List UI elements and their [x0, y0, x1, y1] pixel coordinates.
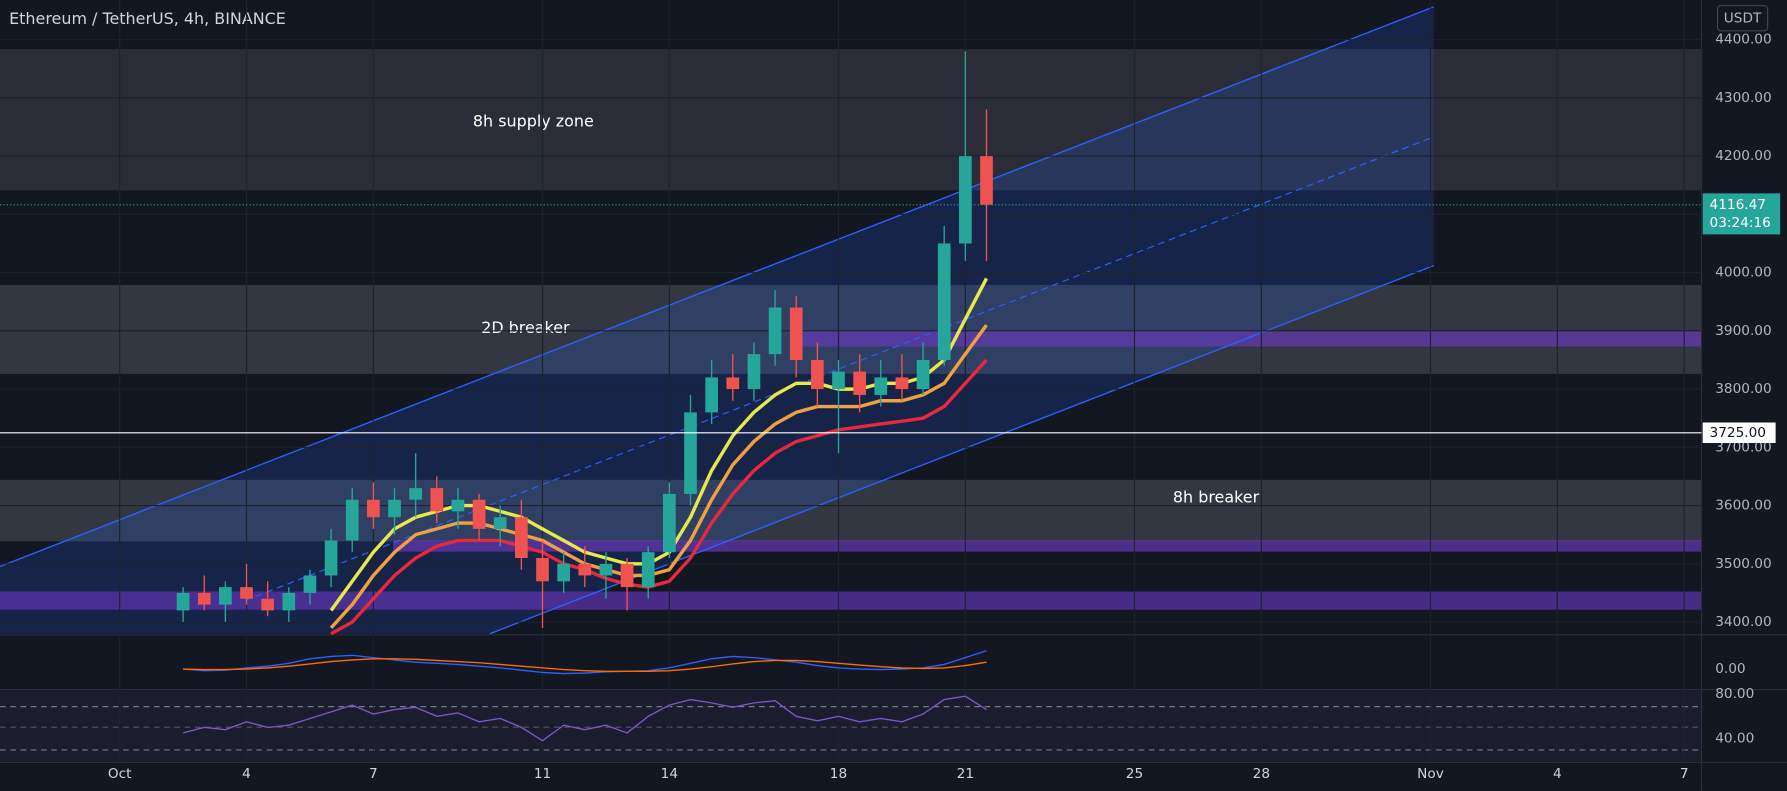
- candle-body: [874, 377, 888, 395]
- candle-body: [282, 592, 296, 611]
- x-tick-label: 7: [369, 766, 378, 782]
- channel-upper: [0, 6, 1434, 568]
- ribbon-line: [329, 324, 988, 630]
- pane-tick-label: 40.00: [1715, 731, 1754, 747]
- candle-body: [959, 156, 972, 244]
- y-tick-label: 3700.00: [1715, 439, 1771, 455]
- channel-fill: [0, 6, 1434, 634]
- candle-body: [853, 371, 866, 395]
- supply-zone: [0, 49, 1702, 191]
- x-tick-label: 4: [242, 766, 251, 782]
- y-tick-label: 3400.00: [1715, 614, 1771, 630]
- candle-body: [472, 499, 486, 529]
- x-tick-label: Nov: [1417, 766, 1444, 782]
- candle-body: [536, 557, 549, 582]
- breaker-zone: [0, 479, 1702, 542]
- zone-band: [797, 330, 1702, 347]
- candle-body: [557, 563, 570, 582]
- candle-body: [832, 371, 845, 390]
- indicator-line: [183, 658, 987, 672]
- candle-body: [789, 307, 803, 360]
- candle-body: [916, 359, 930, 390]
- ribbon-line: [330, 358, 988, 636]
- breaker-zone: [0, 284, 1702, 374]
- x-tick-label: 25: [1126, 766, 1143, 782]
- x-tick-label: 11: [534, 766, 551, 782]
- rsi-band: [0, 690, 1702, 762]
- candle-body: [515, 517, 528, 558]
- countdown: 03:24:16: [1710, 215, 1771, 231]
- zone-band: [0, 591, 1702, 610]
- candle-body: [980, 156, 993, 205]
- y-tick-label: 3800.00: [1715, 381, 1771, 397]
- y-tick-label: 4000.00: [1715, 265, 1771, 281]
- y-tick-label: 3900.00: [1715, 323, 1771, 339]
- candle-body: [811, 359, 824, 390]
- candle-body: [578, 563, 592, 576]
- pane-tick-label: 80.00: [1715, 686, 1754, 702]
- chart-title: Ethereum / TetherUS, 4h, BINANCE: [9, 9, 286, 28]
- indicator-line: [182, 695, 987, 742]
- candle-body: [430, 488, 444, 512]
- x-tick-label: 14: [661, 766, 678, 782]
- candle-body: [324, 540, 338, 576]
- annotation: 2D breaker: [481, 318, 570, 337]
- candle-body: [599, 563, 613, 576]
- price-box: [1702, 193, 1781, 235]
- level-box: [1702, 422, 1776, 444]
- pane-tick-label: 0.00: [1715, 661, 1745, 677]
- annotation: 8h breaker: [1173, 488, 1260, 507]
- y-tick-label: 4300.00: [1715, 90, 1771, 106]
- candle-body: [726, 377, 740, 390]
- candle-body: [493, 517, 507, 529]
- candle-body: [303, 575, 317, 593]
- currency-box: [1716, 5, 1769, 32]
- candle-body: [345, 499, 359, 541]
- candle-body: [663, 493, 676, 553]
- candle-body: [176, 592, 190, 611]
- y-tick-label: 4400.00: [1715, 32, 1771, 48]
- candle-body: [641, 552, 655, 588]
- candle-body: [768, 307, 782, 355]
- level-label: 3725.00: [1710, 425, 1766, 441]
- candle-body: [684, 412, 697, 494]
- candle-body: [747, 354, 761, 390]
- candle-body: [367, 499, 380, 518]
- x-tick-label: 28: [1253, 766, 1270, 782]
- candle-body: [240, 587, 253, 599]
- candle-body: [451, 499, 465, 512]
- y-tick-label: 4200.00: [1715, 148, 1771, 164]
- y-tick-label: 3600.00: [1715, 498, 1771, 514]
- candle-body: [895, 377, 909, 390]
- x-tick-label: 7: [1680, 766, 1689, 782]
- candle-body: [261, 598, 275, 611]
- x-tick-label: 4: [1553, 766, 1562, 782]
- annotation: 8h supply zone: [473, 111, 594, 130]
- x-tick-label: Oct: [108, 766, 132, 782]
- candle-body: [937, 243, 951, 360]
- candle-body: [219, 587, 232, 605]
- x-tick-label: 18: [830, 766, 847, 782]
- zone-band: [393, 540, 1702, 552]
- price-label: 4116.47: [1710, 197, 1766, 213]
- y-tick-label: 3500.00: [1715, 556, 1771, 572]
- candle-body: [620, 563, 634, 588]
- candle-body: [197, 592, 211, 605]
- candle-body: [409, 488, 422, 500]
- candle-body: [705, 377, 718, 413]
- currency: USDT: [1724, 10, 1762, 26]
- indicator-line: [183, 650, 987, 675]
- x-tick-label: 21: [957, 766, 974, 782]
- candle-body: [388, 499, 401, 518]
